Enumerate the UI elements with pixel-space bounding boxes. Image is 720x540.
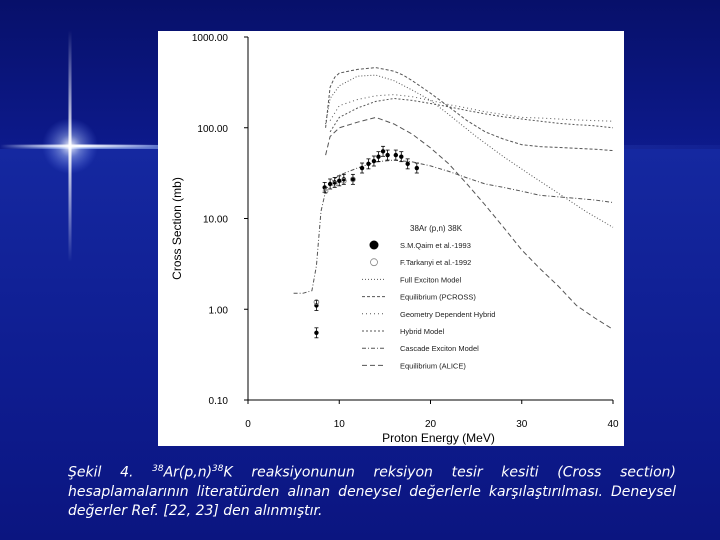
cross-section-chart: 0.10 1.00 10.00 100.00 1000.00 0 10 20 30 40 Proto… [170, 33, 619, 445]
data-point [322, 188, 329, 194]
data-point [376, 154, 381, 159]
x-tick-label: 20 [425, 419, 437, 430]
caption-isotope-a: Ar(p,n) [163, 464, 213, 481]
caption-label: Şekil 4. [68, 464, 134, 481]
data-point [405, 161, 410, 167]
legend-label: Equilibrium (ALICE) [400, 361, 466, 370]
curve-7 [325, 116, 614, 330]
legend-label: Hybrid Model [400, 327, 445, 336]
data-point [313, 299, 320, 305]
figure-caption: Şekil 4. 38Ar(p,n)38K reaksiyonunun reks… [68, 460, 676, 521]
curve-3 [325, 67, 614, 152]
x-tick-label: 10 [334, 419, 346, 430]
x-tick-label: 40 [607, 419, 619, 430]
caption-isotope-b: K [223, 464, 233, 481]
data-point [332, 180, 337, 185]
model-curves [293, 67, 614, 330]
x-axis-label: Proton Energy (MeV) [382, 431, 495, 445]
caption-isotope-a-mass: 38 [152, 464, 164, 474]
legend-label: Geometry Dependent Hybrid [400, 310, 495, 319]
data-point [314, 330, 319, 336]
data-point [350, 177, 356, 182]
legend-label: Cascade Exciton Model [400, 344, 479, 353]
legend-label: S.M.Qaim et al.-1993 [400, 241, 471, 250]
data-point [327, 181, 333, 187]
figure-panel: 0.10 1.00 10.00 100.00 1000.00 0 10 20 30 40 Proto… [158, 31, 624, 446]
data-point [341, 178, 347, 184]
y-tick-label: 10.00 [203, 215, 228, 226]
curve-2 [325, 74, 614, 228]
caption-text: reaksiyonunun reksiyon tesir kesiti (Cro… [68, 464, 676, 519]
curve-4 [329, 94, 614, 122]
chart-axes: 0.10 1.00 10.00 100.00 1000.00 0 10 20 30 40 Proto… [170, 33, 619, 445]
curve-6 [293, 159, 614, 294]
flare-ray-horizontal [0, 144, 160, 148]
y-axis-label: Cross Section (mb) [170, 177, 184, 280]
x-tick-label: 30 [516, 419, 528, 430]
y-tick-label: 0.10 [209, 396, 229, 407]
y-tick-label: 1.00 [209, 305, 229, 316]
y-tick-label: 100.00 [197, 124, 228, 135]
data-point [380, 149, 386, 154]
data-point [385, 152, 390, 158]
legend-title: 38Ar (p,n) 38K [410, 224, 463, 233]
legend-label: Equilibrium (PCROSS) [400, 293, 476, 302]
data-point [371, 158, 377, 164]
legend-symbol [369, 240, 379, 250]
data-point [393, 152, 399, 158]
y-tick-label: 1000.00 [192, 33, 229, 44]
data-point [350, 176, 356, 183]
data-point [399, 154, 404, 159]
experimental-points [313, 145, 420, 339]
legend-label: F.Tarkanyi et al.-1992 [400, 258, 471, 267]
data-point [337, 178, 342, 184]
data-point [341, 177, 347, 182]
data-point [359, 165, 365, 171]
data-point [366, 161, 371, 167]
curve-5 [329, 97, 614, 133]
legend-symbol [370, 258, 378, 267]
legend-label: Full Exciton Model [400, 275, 462, 284]
data-point [331, 181, 338, 187]
data-point [414, 165, 420, 171]
caption-isotope-b-mass: 38 [212, 464, 224, 474]
chart-legend: 38Ar (p,n) 38K S.M.Qaim et al.-1993 F.Tark… [362, 224, 495, 370]
x-tick-label: 0 [245, 419, 251, 430]
